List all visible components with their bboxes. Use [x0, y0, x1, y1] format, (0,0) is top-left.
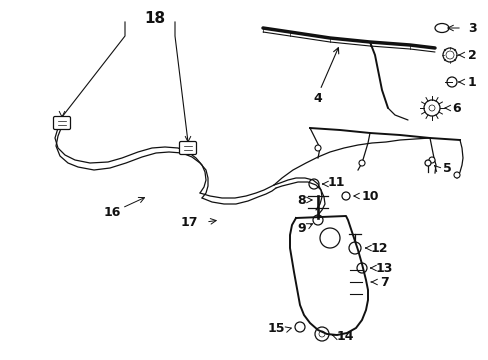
Text: 11: 11 — [327, 176, 345, 189]
Text: 13: 13 — [375, 261, 392, 274]
Text: 2: 2 — [467, 49, 476, 62]
Text: 7: 7 — [379, 275, 388, 288]
Circle shape — [314, 145, 320, 151]
Text: 9: 9 — [297, 221, 305, 234]
Text: 12: 12 — [370, 242, 387, 255]
Text: 17: 17 — [180, 216, 198, 229]
FancyBboxPatch shape — [53, 117, 70, 130]
Circle shape — [453, 172, 459, 178]
Text: 6: 6 — [451, 102, 460, 114]
Circle shape — [424, 160, 430, 166]
Text: 10: 10 — [361, 189, 379, 202]
Text: 16: 16 — [103, 206, 121, 219]
Text: 4: 4 — [313, 91, 322, 104]
Text: 14: 14 — [336, 329, 354, 342]
Text: 18: 18 — [144, 10, 165, 26]
Text: 1: 1 — [467, 76, 476, 89]
FancyBboxPatch shape — [179, 141, 196, 154]
Text: 5: 5 — [442, 162, 451, 175]
Text: 15: 15 — [267, 323, 285, 336]
Circle shape — [428, 157, 434, 163]
Text: 8: 8 — [297, 194, 305, 207]
Circle shape — [358, 160, 364, 166]
Polygon shape — [289, 216, 367, 335]
Text: 3: 3 — [467, 22, 476, 35]
